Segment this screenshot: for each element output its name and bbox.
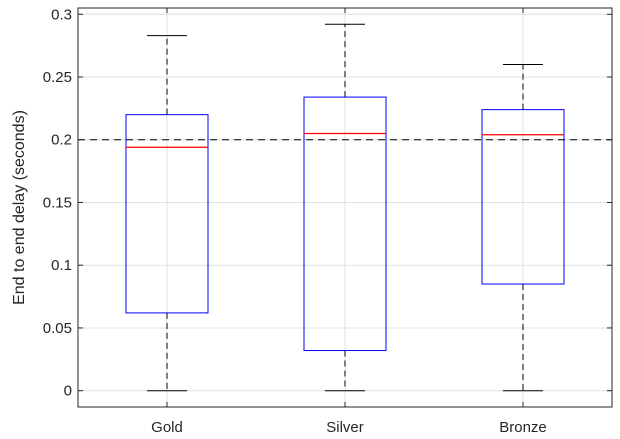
grid-layer <box>78 8 612 407</box>
y-tick-label: 0.2 <box>51 132 72 149</box>
y-tick-label: 0.15 <box>43 194 72 211</box>
x-tick-label: Silver <box>326 419 364 436</box>
y-axis-label: End to end delay (seconds) <box>11 110 28 305</box>
box-group-bronze <box>481 63 565 392</box>
y-tick-label: 0.1 <box>51 257 72 274</box>
box-iqr <box>481 109 565 285</box>
x-tick-label: Bronze <box>499 419 547 436</box>
tick-layer: 0 0.05 0.1 0.15 0.2 0.25 0.3 Gold Silver Bronze <box>43 6 612 436</box>
box-iqr <box>125 114 209 314</box>
box-layer <box>125 23 565 392</box>
y-tick-label: 0 <box>64 383 72 400</box>
y-tick-label: 0.05 <box>43 320 72 337</box>
y-tick-label: 0.3 <box>51 6 72 23</box>
box-group-silver <box>303 23 387 392</box>
y-tick-label: 0.25 <box>43 69 72 86</box>
x-tick-label: Gold <box>151 419 183 436</box>
box-iqr <box>303 96 387 352</box>
box-group-gold <box>125 35 209 392</box>
